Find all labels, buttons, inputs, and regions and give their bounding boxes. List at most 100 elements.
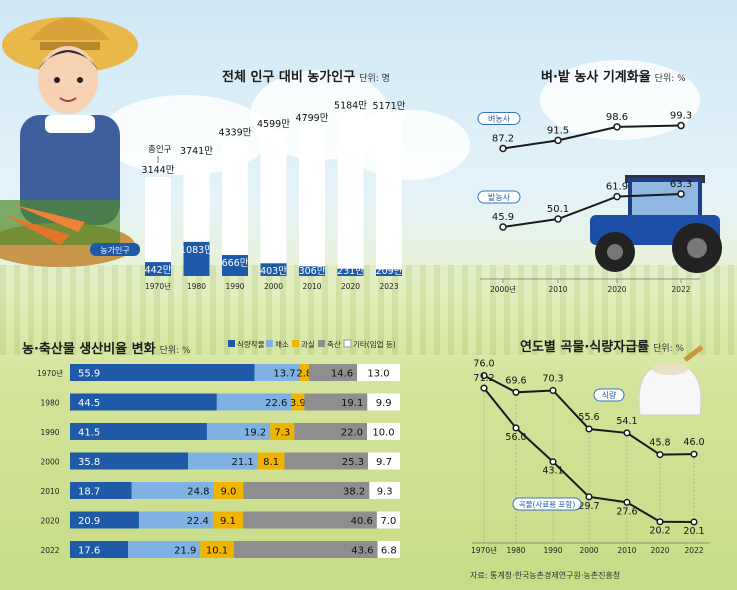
prod-segment bbox=[367, 393, 400, 411]
self-data-label: 55.6 bbox=[578, 412, 599, 423]
mech-data-point bbox=[613, 123, 621, 131]
x-tick-label: 2000 bbox=[579, 546, 598, 555]
y-tick-label: 2022 bbox=[40, 546, 59, 555]
mech-legend-badge bbox=[477, 112, 521, 126]
prod-segment bbox=[131, 482, 214, 499]
prod-segment bbox=[299, 364, 309, 381]
self-data-label: 56.0 bbox=[505, 432, 526, 443]
prod-segment-label: 44.5 bbox=[78, 398, 100, 409]
self-data-label: 54.1 bbox=[616, 416, 637, 427]
mech-title-text: 벼·밭 농사 기계화율 bbox=[541, 70, 651, 85]
farm-population-bar bbox=[376, 269, 402, 276]
prod-segment-label: 9.3 bbox=[377, 487, 393, 498]
prod-segment-label: 13.7 bbox=[273, 369, 295, 380]
prod-segment-label: 43.6 bbox=[351, 546, 373, 557]
self-data-point bbox=[656, 518, 664, 526]
prod-legend-swatch bbox=[228, 340, 235, 347]
mech-data-point bbox=[554, 136, 562, 145]
self-title-text: 연도별 곡물·식량자급률 bbox=[520, 340, 650, 355]
prod-segment-label: 18.7 bbox=[78, 487, 100, 498]
self-legend-label: 곡물(사료용 포함) bbox=[519, 500, 576, 509]
y-tick-label: 1970년 bbox=[37, 368, 63, 378]
farm-population-label: 306만 bbox=[299, 266, 326, 277]
prod-segment-label: 3.9 bbox=[290, 398, 306, 409]
prod-chart-title: 농·축산물 생산비율 변화 단위: % bbox=[22, 338, 191, 357]
total-population-label: 4599만 bbox=[257, 119, 290, 130]
farm-population-bar bbox=[183, 241, 210, 276]
prod-legend-swatch bbox=[266, 340, 273, 347]
self-data-point bbox=[585, 425, 593, 433]
mech-data-label: 50.1 bbox=[547, 204, 569, 215]
prod-segment bbox=[367, 423, 400, 440]
farm-legend-label: 농가인구 bbox=[100, 245, 129, 255]
self-data-point bbox=[549, 386, 557, 395]
mech-data-label: 87.2 bbox=[492, 134, 514, 145]
self-data-point bbox=[623, 498, 631, 506]
mech-data-label: 45.9 bbox=[492, 212, 514, 223]
tractor-illustration bbox=[590, 175, 722, 273]
prod-segment bbox=[357, 364, 400, 381]
prod-segment bbox=[70, 364, 255, 381]
mech-data-label: 61.9 bbox=[606, 182, 628, 193]
farm-population-bar bbox=[299, 266, 325, 276]
self-data-label: 29.7 bbox=[578, 501, 599, 512]
self-data-point bbox=[656, 451, 664, 459]
prod-segment-label: 21.1 bbox=[232, 457, 254, 468]
self-data-point bbox=[512, 388, 520, 396]
mech-chart-title: 벼·밭 농사 기계화율 단위: % bbox=[541, 66, 686, 85]
mech-data-point bbox=[499, 223, 507, 231]
prod-segment-label: 10.1 bbox=[206, 546, 228, 557]
mech-series-line bbox=[502, 192, 682, 228]
farm-population-label: 1083만 bbox=[180, 245, 213, 256]
prod-segment-label: 2.8 bbox=[296, 369, 312, 380]
pop-unit: 단위: 명 bbox=[359, 74, 390, 84]
total-population-label: 5171만 bbox=[373, 101, 406, 112]
prod-segment bbox=[254, 364, 300, 381]
farm-population-bar bbox=[222, 255, 248, 276]
prod-segment-label: 38.2 bbox=[343, 487, 365, 498]
self-data-label: 70.3 bbox=[542, 373, 563, 384]
prod-segment-label: 13.0 bbox=[367, 369, 389, 380]
prod-segment-label: 22.0 bbox=[341, 428, 363, 439]
prod-segment bbox=[212, 511, 243, 529]
prod-segment bbox=[216, 393, 292, 411]
self-data-label: 71.2 bbox=[473, 373, 494, 384]
prod-segment bbox=[294, 423, 367, 440]
grass-field bbox=[0, 265, 737, 355]
x-tick-label: 1990 bbox=[225, 282, 244, 291]
prod-segment bbox=[308, 364, 358, 381]
self-data-label: 20.2 bbox=[649, 526, 670, 537]
source-note: 자료: 통계청·한국농촌경제연구원·농촌진흥청 bbox=[470, 571, 621, 580]
self-data-label: 76.0 bbox=[473, 359, 494, 370]
total-population-label: 4799만 bbox=[296, 113, 329, 124]
x-tick-label: 2022 bbox=[671, 285, 690, 294]
total-population-label: 3144만 bbox=[142, 165, 175, 176]
prod-legend-label: 채소 bbox=[275, 339, 289, 349]
prod-segment bbox=[206, 423, 271, 440]
prod-segment bbox=[70, 541, 129, 558]
x-tick-label: 2010 bbox=[617, 546, 636, 555]
self-data-label: 69.6 bbox=[505, 375, 526, 386]
mech-data-point bbox=[554, 215, 562, 223]
prod-segment-label: 7.3 bbox=[274, 428, 290, 439]
farm-population-label: 209만 bbox=[376, 266, 403, 277]
pop-title-text: 전체 인구 대비 농가인구 bbox=[222, 70, 356, 85]
prod-segment-label: 40.6 bbox=[351, 516, 373, 527]
prod-segment bbox=[213, 482, 244, 499]
prod-segment bbox=[233, 541, 378, 558]
prod-segment-label: 41.5 bbox=[78, 428, 100, 439]
prod-segment-label: 17.6 bbox=[78, 546, 100, 557]
x-tick-label: 2000년 bbox=[490, 284, 516, 294]
mech-data-point bbox=[613, 192, 621, 201]
x-tick-label: 1980 bbox=[187, 282, 206, 291]
mech-unit: 단위: % bbox=[654, 74, 686, 84]
prod-legend-swatch bbox=[318, 340, 325, 347]
prod-segment-label: 22.6 bbox=[265, 398, 287, 409]
self-data-label: 43.1 bbox=[542, 466, 563, 477]
self-data-point bbox=[623, 429, 631, 437]
